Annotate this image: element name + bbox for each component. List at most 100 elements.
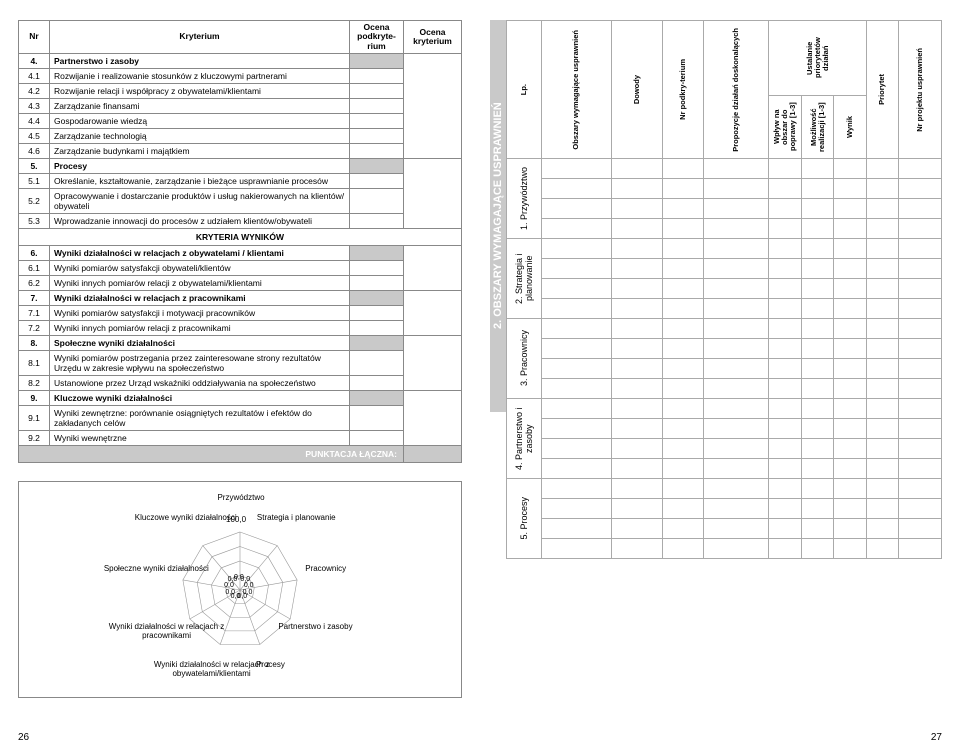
hdr-wplyw: Wpływ na obszar do poprawy [1-3] bbox=[769, 96, 801, 159]
empty-cell bbox=[834, 379, 866, 399]
empty-cell bbox=[866, 219, 898, 239]
empty-cell bbox=[703, 379, 769, 399]
empty-cell bbox=[899, 399, 942, 419]
empty-cell bbox=[801, 159, 833, 179]
criteria-table: Nr Kryterium Ocena podkryte-rium Ocena k… bbox=[18, 20, 462, 463]
empty-cell bbox=[801, 419, 833, 439]
empty-cell bbox=[611, 399, 662, 419]
radar-axis-label: Społeczne wyniki działalności bbox=[91, 565, 221, 574]
table-row: 6.Wyniki działalności w relacjach z obyw… bbox=[19, 246, 462, 261]
table-row bbox=[507, 339, 942, 359]
empty-cell bbox=[834, 479, 866, 499]
col-main: Ocena kryterium bbox=[404, 21, 462, 54]
empty-cell bbox=[769, 179, 801, 199]
empty-cell bbox=[662, 459, 703, 479]
empty-cell bbox=[834, 539, 866, 559]
table-row bbox=[507, 279, 942, 299]
empty-cell bbox=[611, 359, 662, 379]
empty-cell bbox=[866, 379, 898, 399]
empty-cell bbox=[769, 239, 801, 259]
empty-cell bbox=[866, 279, 898, 299]
page-right: 2. OBSZARY WYMAGAJĄCE USPRAWNIEŃ Lp. Obs… bbox=[480, 0, 960, 749]
table-row bbox=[507, 299, 942, 319]
empty-cell bbox=[769, 279, 801, 299]
empty-cell bbox=[834, 179, 866, 199]
empty-cell bbox=[662, 319, 703, 339]
empty-cell bbox=[834, 159, 866, 179]
empty-cell bbox=[899, 439, 942, 459]
table-row: 4.6Zarządzanie budynkami i majątkiem bbox=[19, 144, 462, 159]
category-cell: 2. Strategia i planowanie bbox=[507, 239, 542, 319]
table-row: 4.Partnerstwo i zasoby bbox=[19, 54, 462, 69]
empty-cell bbox=[662, 159, 703, 179]
empty-cell bbox=[834, 499, 866, 519]
empty-cell bbox=[611, 159, 662, 179]
empty-cell bbox=[769, 419, 801, 439]
empty-cell bbox=[834, 359, 866, 379]
empty-cell bbox=[541, 539, 611, 559]
empty-cell bbox=[801, 279, 833, 299]
empty-cell bbox=[703, 279, 769, 299]
table-row: 4. Partnerstwo i zasoby bbox=[507, 399, 942, 419]
empty-cell bbox=[899, 359, 942, 379]
empty-cell bbox=[801, 319, 833, 339]
empty-cell bbox=[801, 379, 833, 399]
empty-cell bbox=[541, 199, 611, 219]
hdr-priorytet: Priorytet bbox=[866, 21, 898, 159]
empty-cell bbox=[801, 219, 833, 239]
empty-cell bbox=[834, 239, 866, 259]
page-number-left: 26 bbox=[18, 732, 29, 743]
table-row: 5.3Wprowadzanie innowacji do procesów z … bbox=[19, 214, 462, 229]
table-row: 7.Wyniki działalności w relacjach z prac… bbox=[19, 291, 462, 306]
hdr-prop: Propozycje działań doskonalących bbox=[703, 21, 769, 159]
table-row: 8.1Wyniki pomiarów postrzegania przez za… bbox=[19, 351, 462, 376]
section-header: 2. OBSZARY WYMAGAJĄCE USPRAWNIEŃ bbox=[490, 20, 506, 412]
empty-cell bbox=[611, 419, 662, 439]
empty-cell bbox=[662, 179, 703, 199]
empty-cell bbox=[703, 439, 769, 459]
empty-cell bbox=[662, 359, 703, 379]
empty-cell bbox=[866, 339, 898, 359]
table-row: 5.1Określanie, kształtowanie, zarządzani… bbox=[19, 174, 462, 189]
radar-axis-label: Przywództwo bbox=[176, 494, 306, 503]
empty-cell bbox=[541, 179, 611, 199]
empty-cell bbox=[866, 519, 898, 539]
table-row bbox=[507, 179, 942, 199]
empty-cell bbox=[834, 279, 866, 299]
empty-cell bbox=[899, 179, 942, 199]
table-row: 3. Pracownicy bbox=[507, 319, 942, 339]
empty-cell bbox=[662, 339, 703, 359]
table-row bbox=[507, 259, 942, 279]
table-row bbox=[507, 519, 942, 539]
table-row: 6.2Wyniki innych pomiarów relacji z obyw… bbox=[19, 276, 462, 291]
empty-cell bbox=[703, 179, 769, 199]
empty-cell bbox=[541, 299, 611, 319]
empty-cell bbox=[866, 199, 898, 219]
empty-cell bbox=[866, 439, 898, 459]
category-cell: 3. Pracownicy bbox=[507, 319, 542, 399]
empty-cell bbox=[662, 419, 703, 439]
table-row bbox=[507, 459, 942, 479]
empty-cell bbox=[769, 199, 801, 219]
empty-cell bbox=[769, 439, 801, 459]
empty-cell bbox=[611, 439, 662, 459]
table-row: 5. Procesy bbox=[507, 479, 942, 499]
empty-cell bbox=[611, 259, 662, 279]
empty-cell bbox=[662, 219, 703, 239]
empty-cell bbox=[611, 379, 662, 399]
col-nr: Nr bbox=[19, 21, 50, 54]
empty-cell bbox=[611, 319, 662, 339]
table-row bbox=[507, 219, 942, 239]
empty-cell bbox=[611, 179, 662, 199]
priority-table: Lp. Obszary wymagające usprawnień Dowody… bbox=[506, 20, 942, 559]
empty-cell bbox=[801, 459, 833, 479]
empty-cell bbox=[611, 479, 662, 499]
hdr-wynik: Wynik bbox=[834, 96, 866, 159]
empty-cell bbox=[611, 279, 662, 299]
empty-cell bbox=[899, 519, 942, 539]
empty-cell bbox=[769, 499, 801, 519]
empty-cell bbox=[662, 439, 703, 459]
hdr-ustalanie: Ustalanie priorytetów działań bbox=[769, 21, 866, 96]
empty-cell bbox=[541, 259, 611, 279]
empty-cell bbox=[899, 479, 942, 499]
